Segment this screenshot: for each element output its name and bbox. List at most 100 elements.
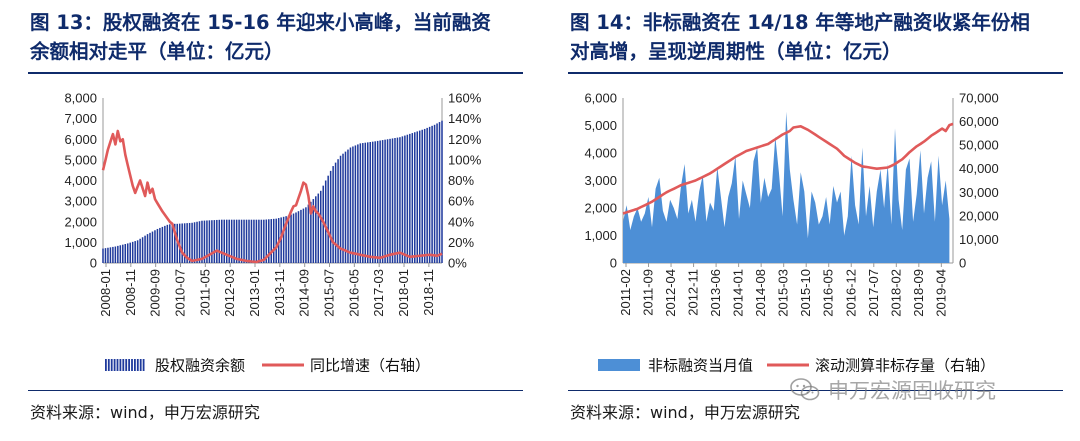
left-bar	[352, 146, 354, 263]
right-x-tick-label: 2016-05	[821, 269, 836, 317]
right-legend-label-1: 非标融资当月值	[648, 357, 753, 375]
right-x-tick-label: 2011-09	[641, 269, 656, 316]
right-y-right-tick-label: 70,000	[959, 91, 999, 106]
left-y-left-tick-label: 8,000	[64, 91, 97, 106]
left-chart: 0 1,000 2,000 3,000 4,000 5,000 6,000 7,000 8,00…	[64, 91, 482, 375]
right-x-tick-label: 2015-10	[798, 269, 813, 317]
left-y-left-tick-label: 1,000	[64, 235, 97, 250]
left-bar	[357, 144, 359, 263]
left-y-left-tick-label: 2,000	[64, 214, 97, 229]
left-bar	[302, 208, 305, 263]
left-bar	[159, 227, 161, 263]
left-bar	[245, 219, 248, 263]
left-chart-panel: 图 13：股权融资在 15-16 年迎来小高峰，当前融资 余额相对走平（单位：亿…	[28, 11, 523, 422]
left-bar	[213, 220, 216, 263]
left-bar	[141, 237, 144, 263]
right-y-right-tick-label: 40,000	[959, 161, 999, 176]
right-x-tick-label: 2011-02	[618, 269, 633, 316]
left-y-right-tick-label: 20%	[448, 235, 474, 250]
left-bar	[270, 219, 273, 263]
left-bar	[161, 226, 164, 263]
left-bar	[438, 122, 441, 263]
right-chart-title: 图 14：非标融资在 14/18 年等地产融资收紧年份相 对高增，呈现逆周期性（…	[570, 8, 1060, 66]
watermark: 申万宏源固收研究	[790, 375, 996, 405]
left-bar	[342, 153, 344, 263]
left-bar	[421, 129, 423, 263]
left-bar	[317, 193, 320, 263]
left-legend-bar-swatch-stripe	[105, 359, 107, 371]
left-bar	[169, 224, 171, 263]
left-bar	[305, 207, 307, 263]
left-bar	[134, 241, 136, 263]
left-y-left-tick-label: 6,000	[64, 132, 97, 147]
right-y-right-tick-label: 0	[959, 256, 966, 271]
left-bar	[344, 151, 347, 263]
left-bar	[124, 244, 127, 263]
left-legend-bar-swatch-stripe	[139, 359, 142, 371]
left-bar	[409, 133, 411, 263]
left-y-right-tick-label: 140%	[448, 111, 482, 126]
left-bar	[364, 142, 367, 263]
left-bar	[156, 228, 159, 263]
left-legend-label-1: 股权融资余额	[155, 357, 245, 375]
right-y-left-tick-label: 5,000	[584, 118, 617, 133]
left-legend-bar-swatch-stripe	[122, 359, 125, 371]
left-bar	[337, 159, 339, 263]
left-y-left-tick-label: 5,000	[64, 152, 97, 167]
left-bar	[285, 216, 287, 263]
left-bar	[131, 241, 134, 263]
left-y-left-tick-label: 3,000	[64, 194, 97, 209]
left-x-tick-label: 2010-07	[173, 269, 188, 317]
left-bar	[191, 222, 193, 263]
left-bar	[339, 155, 342, 263]
right-y-left-tick-label: 3,000	[584, 173, 617, 188]
right-title-line1: 图 14：非标融资在 14/18 年等地产融资收紧年份相	[570, 11, 1030, 34]
left-bar	[260, 219, 263, 263]
left-x-tick-label: 2014-09	[297, 269, 312, 317]
left-bar	[203, 220, 206, 263]
left-bar	[122, 244, 124, 263]
left-bar	[240, 219, 243, 263]
left-bar	[275, 218, 277, 263]
left-y-right-tick-label: 0%	[448, 256, 467, 271]
left-x-tick-label: 2013-11	[272, 269, 287, 316]
right-x-tick-label: 2012-11	[686, 269, 701, 316]
left-legend-bar-swatch-stripe	[107, 359, 110, 371]
left-bar	[258, 219, 260, 263]
left-bar	[102, 248, 104, 263]
left-x-tick-label: 2017-03	[371, 269, 386, 317]
left-bar	[171, 223, 174, 263]
right-y-left-tick-label: 2,000	[584, 201, 617, 216]
right-chart: 0 1,000 2,000 3,000 4,000 5,000 6,000 0 10,000 20…	[584, 91, 999, 375]
right-legend-area-swatch	[598, 359, 640, 371]
left-x-tick-label: 2015-07	[322, 269, 337, 317]
left-source-note: 资料来源：wind，申万宏源研究	[30, 403, 260, 422]
left-bar	[164, 225, 166, 263]
left-bar	[369, 142, 372, 263]
right-x-tick-label: 2018-09	[911, 269, 926, 317]
left-bar	[379, 140, 381, 263]
left-bar	[235, 219, 238, 263]
left-legend-label-2: 同比增速（右轴）	[310, 357, 430, 375]
right-legend-label-2: 滚动测算非标存量（右轴）	[815, 357, 995, 375]
left-bar	[411, 133, 414, 263]
left-bar	[136, 240, 139, 263]
left-legend-bar-swatch	[105, 359, 145, 371]
left-y-right-tick-label: 100%	[448, 152, 482, 167]
left-bar	[144, 235, 146, 263]
left-bar	[206, 220, 208, 263]
left-bar	[324, 180, 327, 263]
left-bar	[107, 247, 109, 263]
left-legend-bar-swatch-stripe	[128, 359, 130, 371]
left-bar	[151, 231, 154, 263]
left-bar	[268, 219, 270, 263]
left-bar	[362, 143, 364, 263]
left-bar	[384, 139, 386, 263]
left-bar	[418, 130, 421, 263]
left-bar	[414, 132, 416, 263]
right-y-left-tick-label: 1,000	[584, 228, 617, 243]
left-bar	[416, 131, 419, 263]
left-bar	[386, 139, 389, 263]
left-y-left-tick-label: 0	[90, 256, 97, 271]
right-y-left-tick-label: 0	[610, 256, 617, 271]
